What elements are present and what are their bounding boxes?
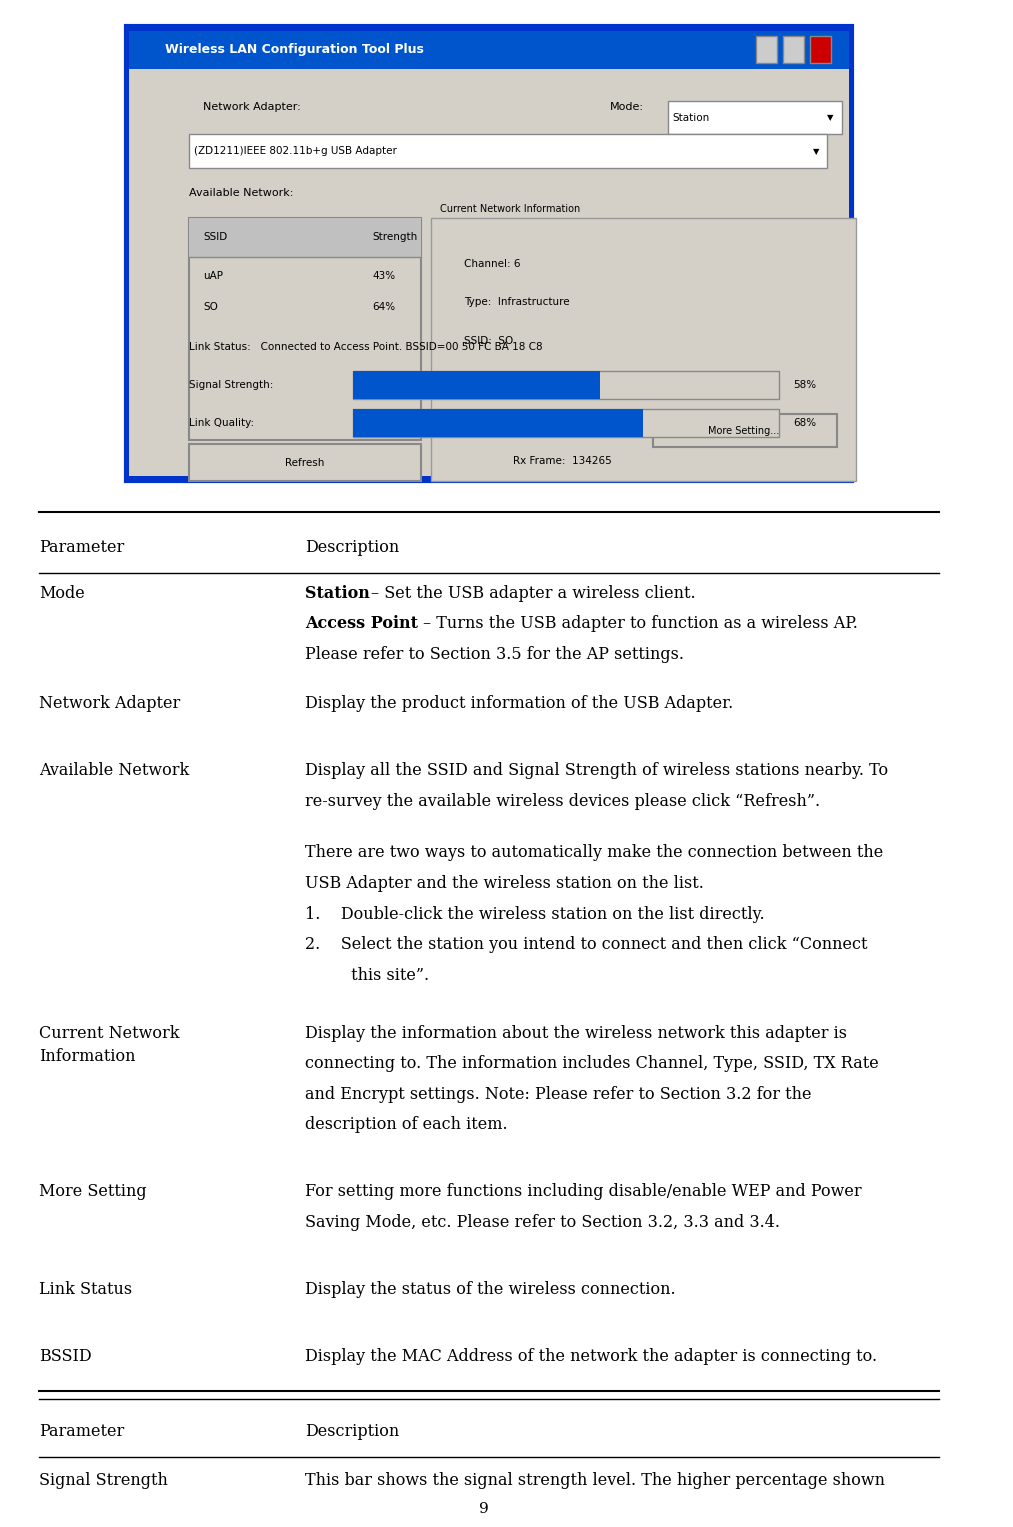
Text: Signal Strength:: Signal Strength: — [188, 380, 274, 389]
Text: BSSID: BSSID — [38, 1348, 91, 1365]
Text: Refresh: Refresh — [285, 458, 324, 467]
Text: Station: Station — [673, 113, 710, 122]
Text: Type:  Infrastructure: Type: Infrastructure — [465, 298, 570, 307]
Text: 43%: 43% — [373, 272, 396, 281]
Text: For setting more functions including disable/enable WEP and Power: For setting more functions including dis… — [305, 1183, 861, 1200]
Text: Encrypt:  None: Encrypt: None — [465, 420, 542, 429]
FancyBboxPatch shape — [653, 414, 837, 447]
FancyBboxPatch shape — [129, 31, 849, 69]
Text: Link Status:   Connected to Access Point. BSSID=00 50 FC BA 18 C8: Link Status: Connected to Access Point. … — [188, 342, 542, 351]
FancyBboxPatch shape — [783, 35, 804, 63]
Text: Rx Frame:  134265: Rx Frame: 134265 — [513, 457, 612, 466]
Text: Display the status of the wireless connection.: Display the status of the wireless conne… — [305, 1281, 676, 1298]
Text: Description: Description — [305, 1423, 399, 1440]
Text: Wireless LAN Configuration Tool Plus: Wireless LAN Configuration Tool Plus — [164, 43, 423, 56]
Text: More Setting...: More Setting... — [707, 426, 779, 435]
Text: SO: SO — [204, 302, 218, 312]
FancyBboxPatch shape — [188, 218, 421, 257]
Text: and Encrypt settings. Note: Please refer to Section 3.2 for the: and Encrypt settings. Note: Please refer… — [305, 1086, 811, 1102]
Text: 1.    Double-click the wireless station on the list directly.: 1. Double-click the wireless station on … — [305, 906, 765, 922]
Text: 64%: 64% — [373, 302, 396, 312]
FancyBboxPatch shape — [188, 218, 421, 440]
Text: More Setting: More Setting — [38, 1183, 146, 1200]
Text: Strength: Strength — [373, 232, 417, 241]
FancyBboxPatch shape — [126, 26, 852, 481]
Text: uAP: uAP — [204, 272, 223, 281]
Text: ▼: ▼ — [828, 113, 834, 122]
Text: – Turns the USB adapter to function as a wireless AP.: – Turns the USB adapter to function as a… — [422, 615, 858, 632]
Text: Access Point: Access Point — [305, 615, 417, 632]
Text: re-survey the available wireless devices please click “Refresh”.: re-survey the available wireless devices… — [305, 793, 820, 809]
Text: Display all the SSID and Signal Strength of wireless stations nearby. To: Display all the SSID and Signal Strength… — [305, 762, 888, 779]
Text: 68%: 68% — [793, 418, 816, 428]
FancyBboxPatch shape — [756, 35, 777, 63]
FancyBboxPatch shape — [810, 35, 832, 63]
Text: Parameter: Parameter — [38, 539, 124, 556]
Text: Display the MAC Address of the network the adapter is connecting to.: Display the MAC Address of the network t… — [305, 1348, 877, 1365]
Text: Signal Strength: Signal Strength — [38, 1472, 167, 1489]
Text: Available Network:: Available Network: — [188, 188, 293, 199]
Text: 9: 9 — [479, 1501, 488, 1516]
Text: SSID:  SO: SSID: SO — [465, 336, 514, 345]
FancyBboxPatch shape — [354, 371, 600, 399]
Text: Display the product information of the USB Adapter.: Display the product information of the U… — [305, 695, 733, 712]
Text: Station: Station — [305, 585, 370, 602]
Text: – Set the USB adapter a wireless client.: – Set the USB adapter a wireless client. — [371, 585, 695, 602]
Text: Network Adapter: Network Adapter — [38, 695, 180, 712]
Text: Mode: Mode — [38, 585, 84, 602]
Text: (ZD1211)IEEE 802.11b+g USB Adapter: (ZD1211)IEEE 802.11b+g USB Adapter — [193, 147, 396, 156]
FancyBboxPatch shape — [431, 218, 856, 481]
Text: Link Status: Link Status — [38, 1281, 132, 1298]
Text: Network Adapter:: Network Adapter: — [204, 102, 301, 113]
Text: Saving Mode, etc. Please refer to Section 3.2, 3.3 and 3.4.: Saving Mode, etc. Please refer to Sectio… — [305, 1214, 780, 1231]
FancyBboxPatch shape — [129, 69, 849, 476]
FancyBboxPatch shape — [188, 134, 828, 168]
FancyBboxPatch shape — [354, 409, 779, 437]
Text: 58%: 58% — [793, 380, 816, 389]
Text: Display the information about the wireless network this adapter is: Display the information about the wirele… — [305, 1025, 847, 1041]
Text: Tx Frame:  301: Tx Frame: 301 — [242, 457, 320, 466]
Text: SSID: SSID — [204, 232, 228, 241]
Text: this site”.: this site”. — [305, 967, 428, 983]
Text: Description: Description — [305, 539, 399, 556]
Text: Please refer to Section 3.5 for the AP settings.: Please refer to Section 3.5 for the AP s… — [305, 646, 684, 663]
Text: 2.    Select the station you intend to connect and then click “Connect: 2. Select the station you intend to conn… — [305, 936, 867, 953]
Text: Current Network
Information: Current Network Information — [38, 1025, 179, 1066]
Text: Channel: 6: Channel: 6 — [465, 260, 521, 269]
Text: Link Quality:: Link Quality: — [188, 418, 254, 428]
Text: USB Adapter and the wireless station on the list.: USB Adapter and the wireless station on … — [305, 875, 704, 892]
Text: ▼: ▼ — [812, 147, 820, 156]
Text: Parameter: Parameter — [38, 1423, 124, 1440]
FancyBboxPatch shape — [668, 101, 842, 134]
Text: This bar shows the signal strength level. The higher percentage shown: This bar shows the signal strength level… — [305, 1472, 884, 1489]
Text: connecting to. The information includes Channel, Type, SSID, TX Rate: connecting to. The information includes … — [305, 1055, 878, 1072]
FancyBboxPatch shape — [354, 371, 779, 399]
Text: description of each item.: description of each item. — [305, 1116, 508, 1133]
Text: Available Network: Available Network — [38, 762, 189, 779]
FancyBboxPatch shape — [188, 444, 421, 481]
Text: Tx Rate:  11 Mbps: Tx Rate: 11 Mbps — [465, 374, 558, 383]
Text: There are two ways to automatically make the connection between the: There are two ways to automatically make… — [305, 844, 883, 861]
Text: Mode:: Mode: — [610, 102, 643, 113]
FancyBboxPatch shape — [354, 409, 642, 437]
Text: Current Network Information: Current Network Information — [441, 203, 580, 214]
